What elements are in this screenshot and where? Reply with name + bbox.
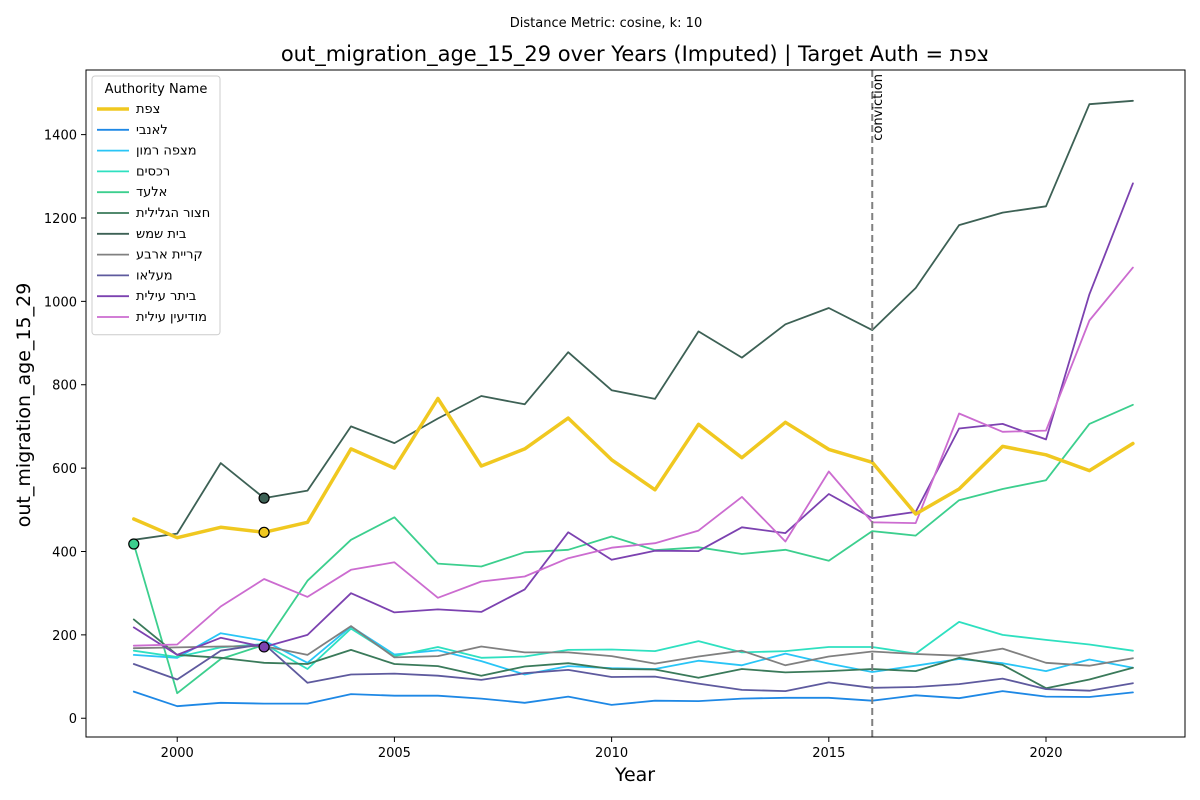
chart-subtitle: Distance Metric: cosine, k: 10 xyxy=(510,16,702,31)
y-tick-label: 200 xyxy=(52,629,77,644)
x-tick-label: 2020 xyxy=(1029,746,1062,761)
y-tick-label: 800 xyxy=(52,379,77,394)
legend-title: Authority Name xyxy=(105,82,208,97)
point-marker-1 xyxy=(258,492,270,504)
y-axis-label: out_migration_age_15_29 xyxy=(13,283,35,528)
series-line-0 xyxy=(132,396,1135,540)
point-marker-2 xyxy=(258,526,270,538)
legend-label-8: מעלאו xyxy=(136,268,173,283)
chart-title: out_migration_age_15_29 over Years (Impu… xyxy=(281,42,989,67)
legend-label-10: מודיעין עילית xyxy=(136,310,207,325)
series-layer xyxy=(132,99,1135,708)
y-tick-label: 0 xyxy=(69,712,77,727)
legend-label-9: ביתר עילית xyxy=(136,289,196,304)
series-line-1 xyxy=(132,690,1134,708)
x-axis-label: Year xyxy=(614,764,655,786)
x-axis: 2000 2005 2010 2015 2020 xyxy=(161,737,1063,761)
series-line-8 xyxy=(132,643,1134,692)
y-tick-label: 1000 xyxy=(44,295,77,310)
series-line-7 xyxy=(132,625,1134,667)
legend: Authority Name צפת לאנבי מצפה רמון רכסים אלעד… xyxy=(91,75,221,336)
y-axis: 0 200 400 600 800 1000 1200 1400 xyxy=(44,129,86,727)
legend-label-1: לאנבי xyxy=(136,123,168,138)
series-line-10 xyxy=(132,266,1134,647)
legend-label-5: חצור הגלילית xyxy=(136,206,210,221)
point-marker-0 xyxy=(128,538,140,550)
conviction-label: conviction xyxy=(871,74,886,141)
plot-frame xyxy=(85,69,1186,738)
series-line-3 xyxy=(132,621,1134,670)
legend-label-6: בית שמש xyxy=(136,227,186,242)
series-line-9 xyxy=(132,182,1134,656)
point-marker-3 xyxy=(258,641,270,653)
marker-layer xyxy=(128,492,270,653)
legend-label-0: צפת xyxy=(136,102,160,117)
y-tick-label: 1400 xyxy=(44,129,77,144)
series-line-5 xyxy=(132,618,1134,690)
legend-box xyxy=(91,75,221,336)
x-tick-label: 2005 xyxy=(378,746,411,761)
x-tick-label: 2000 xyxy=(161,746,194,761)
legend-label-2: מצפה רמון xyxy=(136,144,197,159)
y-tick-label: 400 xyxy=(52,545,77,560)
vline-layer: conviction xyxy=(871,70,886,737)
x-tick-label: 2010 xyxy=(595,746,628,761)
legend-label-4: אלעד xyxy=(136,185,167,200)
legend-label-3: רכסים xyxy=(136,164,170,179)
legend-label-7: קריית ארבע xyxy=(136,248,203,263)
plot-area xyxy=(86,70,1185,737)
series-line-6 xyxy=(132,99,1134,541)
y-tick-label: 600 xyxy=(52,462,77,477)
series-line-4 xyxy=(132,403,1134,695)
y-tick-label: 1200 xyxy=(44,212,77,227)
x-tick-label: 2015 xyxy=(812,746,845,761)
